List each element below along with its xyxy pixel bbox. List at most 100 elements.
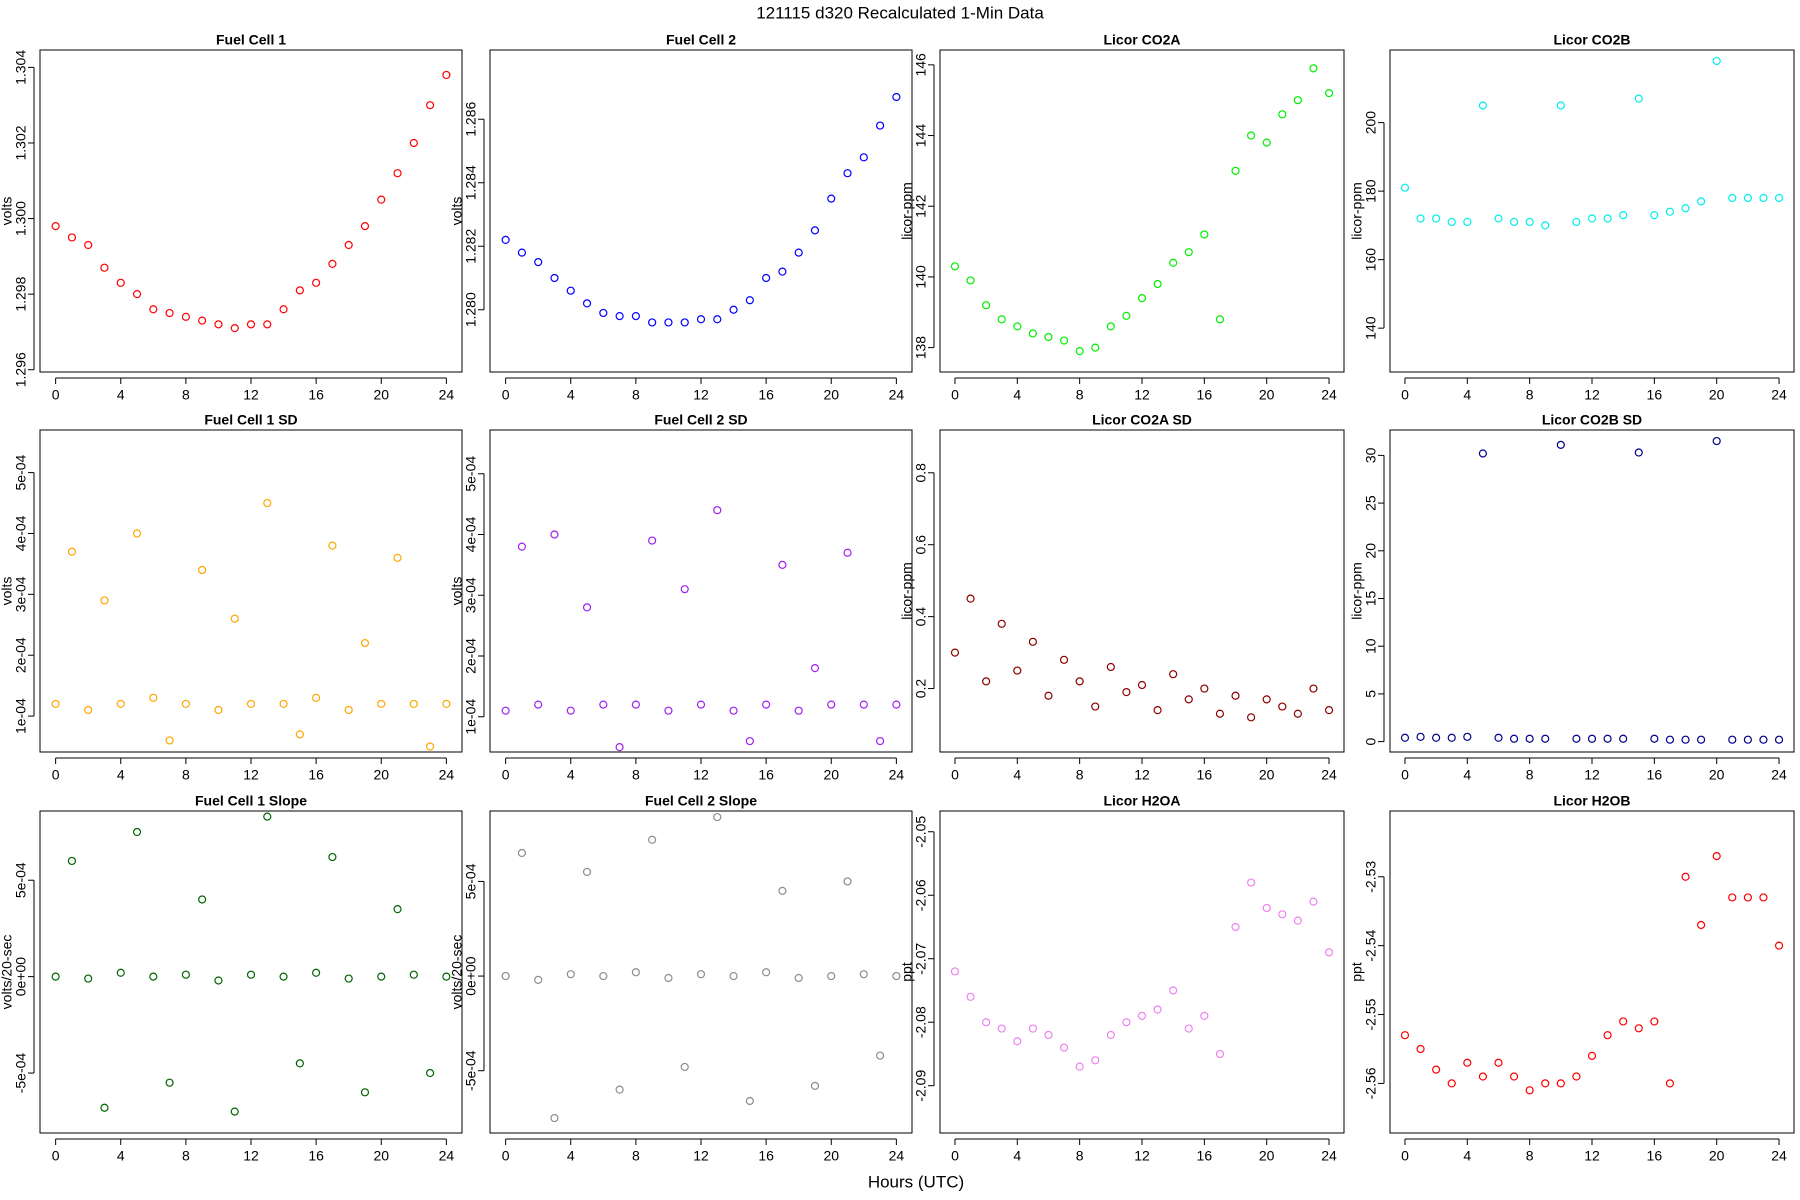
panel-title: Fuel Cell 1 Slope <box>195 793 307 809</box>
data-point <box>1463 732 1472 741</box>
data-point <box>997 1024 1006 1033</box>
data-point <box>214 320 223 329</box>
data-point <box>1028 329 1037 338</box>
data-point <box>263 320 272 329</box>
y-tick-label: 1.300 <box>13 201 29 236</box>
data-point <box>360 638 370 648</box>
plot-frame <box>939 49 1345 373</box>
x-tick-label: 0 <box>502 1148 510 1164</box>
x-tick-label: 24 <box>1771 387 1787 403</box>
data-point <box>1556 1079 1565 1088</box>
panel-title: Licor CO2A <box>1103 32 1180 48</box>
data-point <box>582 299 592 308</box>
data-point <box>982 1018 991 1027</box>
y-tick-label: 1.280 <box>463 292 479 327</box>
data-point <box>517 248 527 257</box>
data-point <box>648 835 657 844</box>
data-point <box>997 315 1006 324</box>
data-point <box>312 278 321 287</box>
data-point <box>425 101 435 110</box>
y-tick-label: 5e-04 <box>13 862 29 898</box>
data-point <box>1293 916 1302 925</box>
y-tick-label: 1e-04 <box>463 699 479 735</box>
data-point <box>966 276 975 285</box>
data-point <box>1044 1030 1053 1040</box>
data-point <box>1247 131 1256 140</box>
data-point <box>1619 1017 1628 1026</box>
data-point <box>1634 448 1643 457</box>
data-point <box>648 318 657 327</box>
y-axis-label: volts <box>449 577 465 606</box>
data-point <box>810 664 820 673</box>
y-tick-label: 10 <box>1363 638 1379 654</box>
y-tick-label: 1.304 <box>13 50 29 85</box>
data-point <box>843 877 852 886</box>
data-point <box>393 553 402 562</box>
data-point <box>1447 733 1456 742</box>
data-point <box>1122 311 1131 320</box>
x-tick-label: 24 <box>889 1148 905 1164</box>
data-point <box>409 699 418 709</box>
x-tick-label: 0 <box>951 767 959 783</box>
data-point <box>377 699 386 709</box>
x-tick-label: 20 <box>823 387 839 403</box>
data-point <box>517 848 527 858</box>
x-tick-label: 12 <box>693 1148 709 1164</box>
data-point <box>1059 336 1069 345</box>
data-point <box>745 736 754 746</box>
data-point <box>1556 440 1565 449</box>
data-point <box>328 852 337 862</box>
data-point <box>1525 217 1534 227</box>
data-point <box>892 700 901 709</box>
data-point <box>1728 735 1737 744</box>
data-point <box>729 305 738 314</box>
x-tick-label: 4 <box>1013 387 1021 403</box>
data-point <box>648 536 657 545</box>
plot-frame <box>1389 810 1795 1134</box>
x-tick-label: 8 <box>1076 387 1084 403</box>
y-tick-label: 1.298 <box>13 276 29 311</box>
y-tick-label: 138 <box>913 336 929 360</box>
y-axis-label: volts/20-sec <box>449 935 465 1010</box>
x-tick-label: 8 <box>1526 387 1534 403</box>
data-point <box>393 905 402 914</box>
data-point <box>713 506 722 515</box>
y-axis-label: licor-ppm <box>1349 562 1365 620</box>
x-axis-label: Hours (UTC) <box>868 1172 964 1191</box>
data-point <box>827 194 836 203</box>
data-point <box>1013 322 1022 331</box>
plot-frame <box>39 429 463 753</box>
x-tick-label: 0 <box>951 1148 959 1164</box>
y-tick-label: -5e-04 <box>13 1053 29 1094</box>
data-point <box>344 240 353 250</box>
data-point <box>859 700 868 709</box>
data-point <box>1774 735 1784 744</box>
data-point <box>1044 332 1053 342</box>
data-point <box>778 267 787 276</box>
y-tick-label: 0e+00 <box>463 956 479 996</box>
x-tick-label: 16 <box>758 767 774 783</box>
data-point <box>1619 734 1628 743</box>
data-point <box>1634 1024 1643 1033</box>
data-point <box>1759 193 1768 203</box>
data-point <box>1106 662 1115 672</box>
x-tick-label: 24 <box>889 767 905 783</box>
x-tick-label: 20 <box>373 387 389 403</box>
x-tick-label: 0 <box>52 1148 60 1164</box>
x-tick-label: 20 <box>1709 767 1725 783</box>
data-point <box>409 138 418 148</box>
x-tick-label: 4 <box>1463 387 1471 403</box>
data-point <box>745 1096 754 1106</box>
y-tick-label: 1.296 <box>13 352 29 387</box>
data-point <box>1587 214 1597 223</box>
data-point <box>1075 1062 1084 1071</box>
data-point <box>100 263 109 272</box>
y-tick-label: 2e-04 <box>13 637 29 673</box>
data-point <box>360 222 370 231</box>
data-point <box>1184 1024 1193 1033</box>
data-point <box>1293 96 1302 105</box>
data-point <box>680 318 689 327</box>
x-tick-label: 12 <box>1584 767 1600 783</box>
data-point <box>1044 691 1053 700</box>
data-point <box>1463 217 1472 227</box>
